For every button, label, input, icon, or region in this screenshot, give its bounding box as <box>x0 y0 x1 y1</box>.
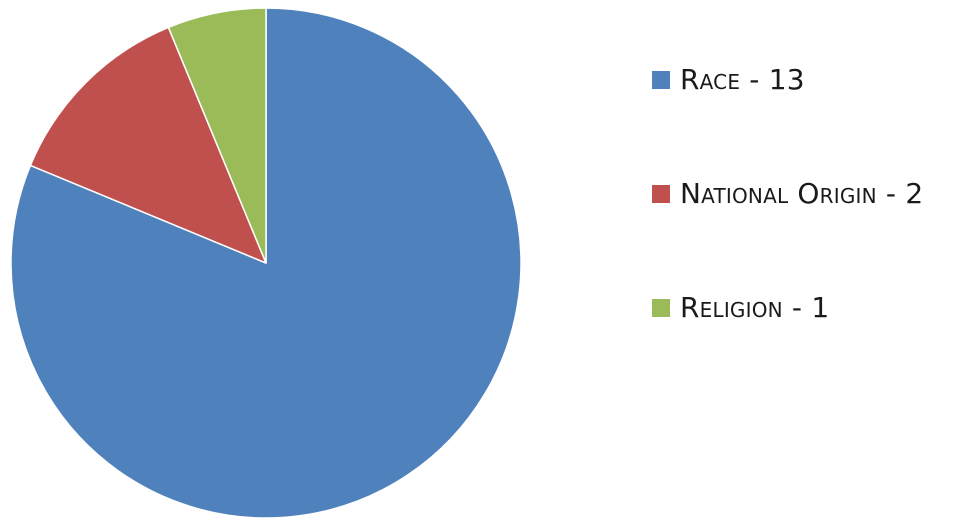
legend-swatch-religion <box>652 299 670 317</box>
chart-legend: Race - 13 National Origin - 2 Religion -… <box>652 52 923 394</box>
legend-swatch-national-origin <box>652 185 670 203</box>
legend-swatch-race <box>652 71 670 89</box>
legend-item-race: Race - 13 <box>652 52 923 108</box>
legend-label-race: Race - 13 <box>680 63 805 96</box>
legend-label-national-origin: National Origin - 2 <box>680 177 924 210</box>
pie-plot-area <box>10 7 522 518</box>
legend-item-national-origin: National Origin - 2 <box>652 166 923 222</box>
legend-label-religion: Religion - 1 <box>680 291 830 324</box>
pie-slice-national-origin <box>29 26 267 264</box>
legend-item-religion: Religion - 1 <box>652 280 923 336</box>
pie-slice-religion <box>167 7 267 264</box>
